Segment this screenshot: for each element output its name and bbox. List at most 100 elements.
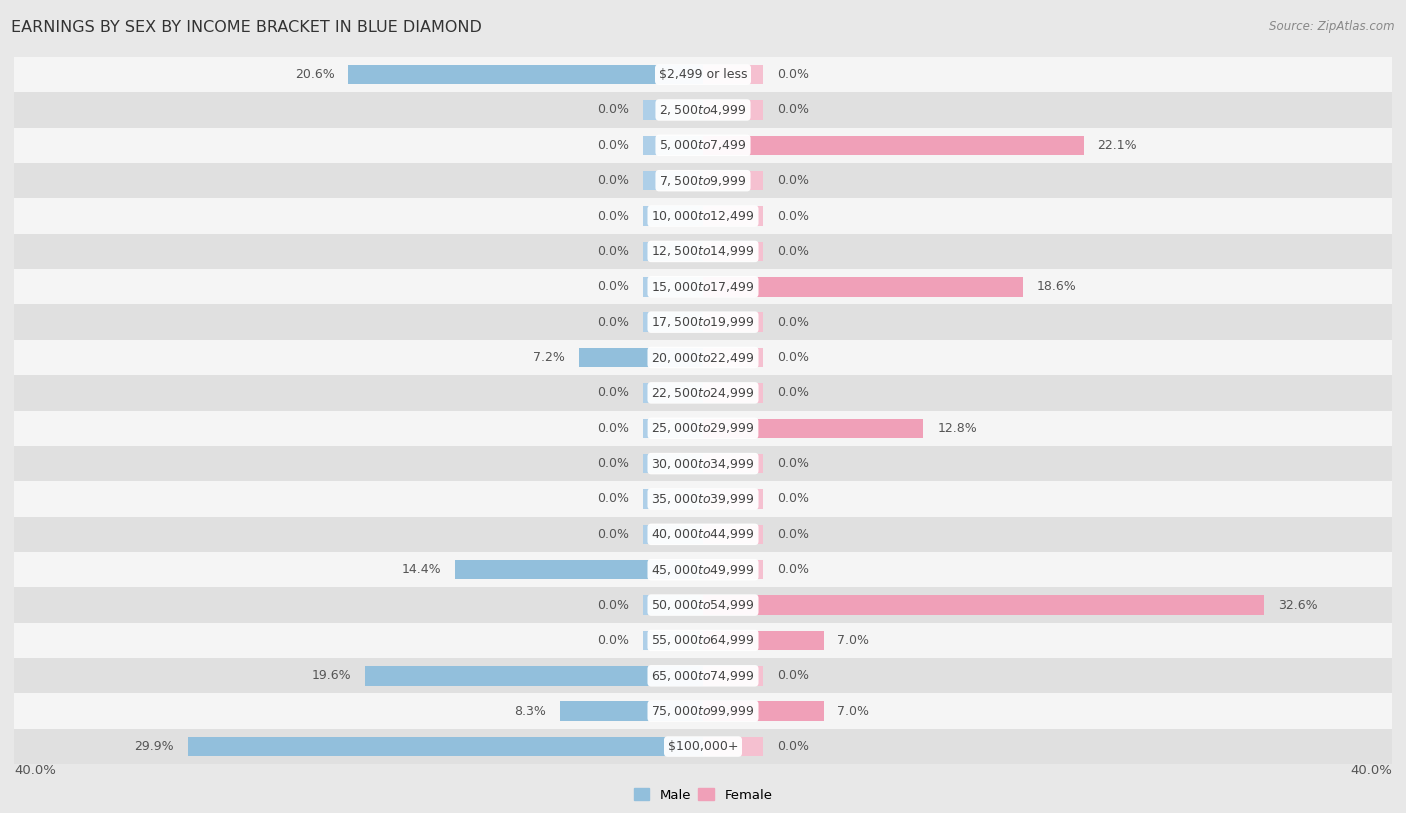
Text: $50,000 to $54,999: $50,000 to $54,999: [651, 598, 755, 612]
Bar: [703, 207, 763, 226]
Text: 18.6%: 18.6%: [1038, 280, 1077, 293]
Bar: [188, 737, 703, 756]
Text: $7,500 to $9,999: $7,500 to $9,999: [659, 174, 747, 188]
Bar: [643, 312, 703, 332]
Bar: [643, 100, 703, 120]
Text: 0.0%: 0.0%: [778, 669, 808, 682]
Bar: [643, 419, 703, 438]
Bar: [703, 454, 763, 473]
Bar: [14, 340, 1392, 375]
Bar: [14, 57, 1392, 92]
Text: $30,000 to $34,999: $30,000 to $34,999: [651, 457, 755, 471]
Text: 40.0%: 40.0%: [14, 764, 56, 777]
Bar: [349, 65, 703, 85]
Bar: [703, 560, 763, 580]
Bar: [643, 241, 703, 261]
Text: 32.6%: 32.6%: [1278, 598, 1317, 611]
Text: 0.0%: 0.0%: [778, 68, 808, 81]
Text: 8.3%: 8.3%: [515, 705, 547, 718]
Text: $75,000 to $99,999: $75,000 to $99,999: [651, 704, 755, 718]
Text: 7.0%: 7.0%: [838, 705, 869, 718]
Text: 0.0%: 0.0%: [778, 528, 808, 541]
Bar: [703, 277, 1024, 297]
Text: 12.8%: 12.8%: [938, 422, 977, 435]
Bar: [703, 136, 1084, 155]
Text: Source: ZipAtlas.com: Source: ZipAtlas.com: [1270, 20, 1395, 33]
Text: 0.0%: 0.0%: [598, 386, 628, 399]
Text: $15,000 to $17,499: $15,000 to $17,499: [651, 280, 755, 293]
Bar: [14, 269, 1392, 304]
Text: 7.2%: 7.2%: [533, 351, 565, 364]
Bar: [703, 595, 763, 615]
Text: $35,000 to $39,999: $35,000 to $39,999: [651, 492, 755, 506]
Bar: [643, 348, 703, 367]
Text: 19.6%: 19.6%: [312, 669, 352, 682]
Text: $22,500 to $24,999: $22,500 to $24,999: [651, 386, 755, 400]
Text: $17,500 to $19,999: $17,500 to $19,999: [651, 315, 755, 329]
Text: 0.0%: 0.0%: [598, 493, 628, 506]
Bar: [643, 383, 703, 402]
Text: 0.0%: 0.0%: [778, 174, 808, 187]
Bar: [643, 207, 703, 226]
Text: $45,000 to $49,999: $45,000 to $49,999: [651, 563, 755, 576]
Bar: [643, 277, 703, 297]
Text: 0.0%: 0.0%: [778, 315, 808, 328]
Bar: [14, 693, 1392, 729]
Bar: [703, 419, 763, 438]
Text: 0.0%: 0.0%: [778, 351, 808, 364]
Bar: [643, 702, 703, 721]
Text: 40.0%: 40.0%: [1350, 764, 1392, 777]
Text: $65,000 to $74,999: $65,000 to $74,999: [651, 669, 755, 683]
Bar: [14, 128, 1392, 163]
Bar: [14, 623, 1392, 659]
Text: 0.0%: 0.0%: [598, 139, 628, 152]
Bar: [643, 666, 703, 685]
Text: 0.0%: 0.0%: [778, 245, 808, 258]
Bar: [14, 446, 1392, 481]
Legend: Male, Female: Male, Female: [628, 783, 778, 807]
Bar: [14, 411, 1392, 446]
Bar: [14, 481, 1392, 517]
Bar: [14, 729, 1392, 764]
Text: 0.0%: 0.0%: [598, 174, 628, 187]
Bar: [643, 489, 703, 509]
Bar: [14, 659, 1392, 693]
Text: 0.0%: 0.0%: [598, 280, 628, 293]
Bar: [643, 737, 703, 756]
Bar: [703, 419, 924, 438]
Bar: [703, 702, 824, 721]
Text: $5,000 to $7,499: $5,000 to $7,499: [659, 138, 747, 152]
Bar: [14, 587, 1392, 623]
Bar: [643, 454, 703, 473]
Text: 7.0%: 7.0%: [838, 634, 869, 647]
Bar: [14, 376, 1392, 411]
Text: 0.0%: 0.0%: [778, 103, 808, 116]
Bar: [14, 92, 1392, 128]
Bar: [14, 163, 1392, 198]
Bar: [643, 631, 703, 650]
Bar: [703, 277, 763, 297]
Text: 14.4%: 14.4%: [402, 563, 441, 576]
Bar: [703, 702, 763, 721]
Bar: [703, 65, 763, 85]
Bar: [703, 348, 763, 367]
Text: 0.0%: 0.0%: [598, 528, 628, 541]
Bar: [703, 241, 763, 261]
Text: 0.0%: 0.0%: [598, 103, 628, 116]
Text: $20,000 to $22,499: $20,000 to $22,499: [651, 350, 755, 364]
Text: 0.0%: 0.0%: [598, 598, 628, 611]
Bar: [703, 136, 763, 155]
Bar: [643, 595, 703, 615]
Text: $25,000 to $29,999: $25,000 to $29,999: [651, 421, 755, 435]
Bar: [703, 383, 763, 402]
Bar: [643, 560, 703, 580]
Text: $55,000 to $64,999: $55,000 to $64,999: [651, 633, 755, 647]
Bar: [703, 631, 763, 650]
Text: $100,000+: $100,000+: [668, 740, 738, 753]
Bar: [703, 666, 763, 685]
Bar: [703, 595, 1264, 615]
Text: $2,500 to $4,999: $2,500 to $4,999: [659, 103, 747, 117]
Bar: [643, 524, 703, 544]
Bar: [703, 100, 763, 120]
Bar: [703, 631, 824, 650]
